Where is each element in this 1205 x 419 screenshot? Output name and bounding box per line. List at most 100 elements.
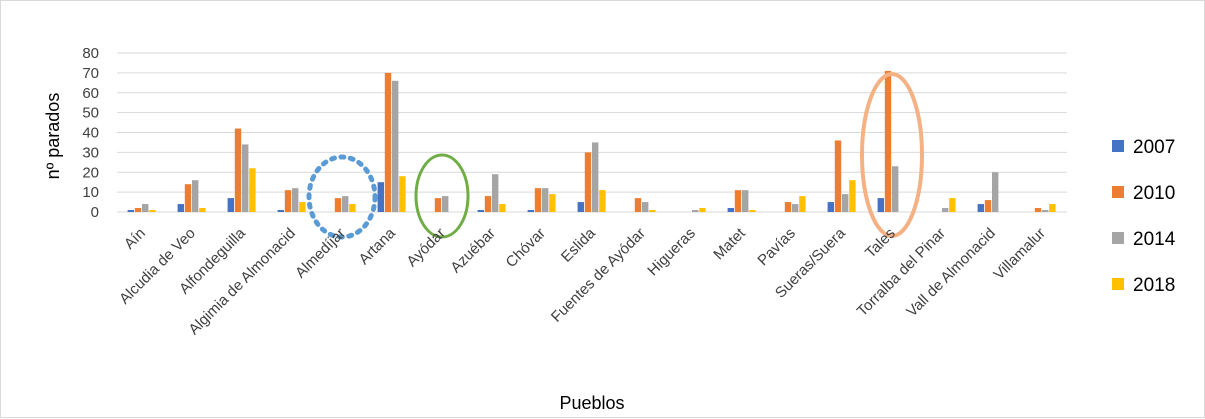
bar — [792, 204, 799, 212]
bar — [1049, 204, 1056, 212]
legend: 2007 2010 2014 2018 — [1112, 137, 1176, 296]
highlight-ellipse — [306, 154, 378, 240]
y-tick-label: 80 — [82, 45, 99, 62]
bar — [942, 208, 949, 212]
bar — [584, 152, 592, 212]
x-tick-label: Higueras — [644, 225, 698, 279]
x-tick-label: Tales — [862, 225, 899, 262]
legend-swatch — [1112, 140, 1124, 152]
bar — [992, 172, 999, 212]
bar — [1034, 208, 1042, 212]
bar — [749, 210, 756, 212]
y-tick-label: 20 — [82, 164, 99, 181]
highlight-annotations — [306, 72, 924, 240]
bar — [242, 144, 249, 212]
bar — [499, 204, 506, 212]
gridlines — [117, 52, 1067, 213]
bar — [577, 202, 584, 212]
bar — [742, 190, 749, 212]
bar — [434, 198, 442, 212]
bar — [199, 208, 206, 212]
bar — [984, 200, 992, 212]
y-axis-ticks: 0 10 20 30 40 50 60 70 80 — [82, 45, 99, 221]
bar — [227, 198, 234, 212]
bar — [184, 184, 192, 212]
x-tick-label: Matet — [710, 224, 749, 263]
bar — [599, 190, 606, 212]
bar — [384, 72, 392, 212]
bar — [399, 176, 406, 212]
x-tick-label: Almedíjar — [292, 225, 349, 282]
legend-swatch — [1112, 232, 1124, 244]
bar — [549, 194, 556, 212]
bar — [842, 194, 849, 212]
bar — [127, 210, 134, 212]
bar — [442, 196, 449, 212]
bar — [884, 70, 892, 212]
y-tick-label: 10 — [82, 184, 99, 201]
y-axis-title: nº parados — [43, 93, 63, 180]
bar — [284, 190, 292, 212]
bar — [949, 198, 956, 212]
bar — [592, 142, 599, 212]
bar — [692, 210, 699, 212]
bar — [149, 210, 156, 212]
bar — [142, 204, 149, 212]
bar — [334, 198, 342, 212]
bars — [127, 70, 1056, 212]
bar — [877, 198, 884, 212]
bar — [249, 168, 256, 212]
bar — [492, 174, 499, 212]
legend-label: 2010 — [1133, 183, 1175, 204]
bar — [292, 188, 299, 212]
bar — [377, 182, 384, 212]
legend-label: 2007 — [1133, 137, 1175, 158]
bar — [542, 188, 549, 212]
bar — [177, 204, 184, 212]
y-tick-label: 40 — [82, 125, 99, 142]
bar — [784, 202, 792, 212]
bar — [634, 198, 642, 212]
x-tick-label: Pavías — [754, 225, 798, 269]
highlight-ellipse — [414, 153, 470, 239]
bar — [849, 180, 856, 212]
x-tick-label: Aín — [121, 225, 149, 253]
bar — [234, 128, 242, 212]
x-tick-label: Fuentes de Ayódar — [548, 225, 649, 326]
y-tick-label: 70 — [82, 65, 99, 82]
legend-label: 2018 — [1133, 275, 1175, 296]
bar — [799, 196, 806, 212]
bar — [734, 190, 742, 212]
highlight-ellipse — [860, 72, 924, 238]
x-tick-label: Ayódar — [403, 225, 448, 270]
bar — [392, 80, 399, 212]
bar — [649, 210, 656, 212]
y-tick-label: 50 — [82, 105, 99, 122]
bar — [1042, 210, 1049, 212]
bar — [299, 202, 306, 212]
bar — [892, 166, 899, 212]
bar — [527, 210, 534, 212]
bar — [827, 202, 834, 212]
bar — [134, 208, 142, 212]
bar — [192, 180, 199, 212]
bar — [342, 196, 349, 212]
x-tick-label: Chóvar — [503, 225, 549, 271]
bar — [477, 210, 484, 212]
x-tick-label: Vall de Almonacid — [903, 225, 999, 321]
legend-swatch — [1112, 186, 1124, 198]
x-axis-title: Pueblos — [559, 393, 624, 413]
legend-swatch — [1112, 278, 1124, 290]
bar — [977, 204, 984, 212]
bar — [349, 204, 356, 212]
x-tick-label: Eslida — [558, 224, 599, 265]
y-tick-label: 30 — [82, 144, 99, 161]
y-tick-label: 60 — [82, 85, 99, 102]
bar — [642, 202, 649, 212]
bar — [699, 208, 706, 212]
bar — [534, 188, 542, 212]
bar — [484, 196, 492, 212]
